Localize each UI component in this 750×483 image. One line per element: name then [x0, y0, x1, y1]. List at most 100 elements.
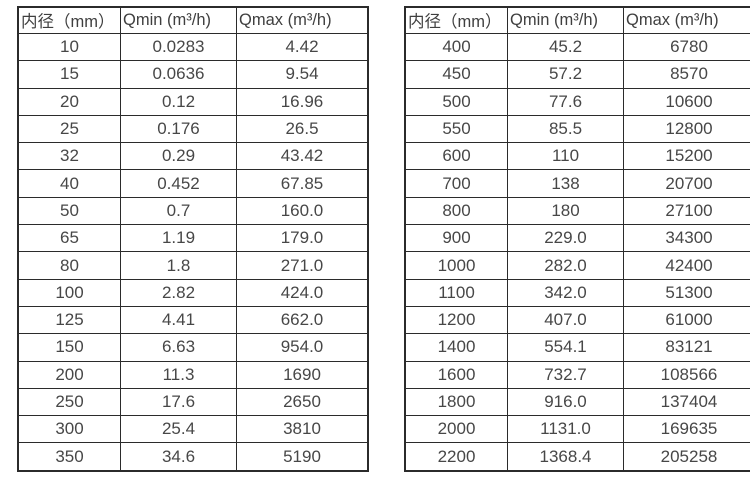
table-row: 1200 407.0 61000	[404, 305, 750, 335]
table-cell: 250	[17, 387, 121, 417]
table-cell: 282.0	[507, 251, 624, 280]
table-cell: 1400	[404, 333, 508, 362]
table-cell: 800	[404, 196, 508, 226]
table-cell: 1.8	[120, 251, 237, 280]
table-cell: 732.7	[507, 360, 624, 389]
table-row: 80 1.8 271.0	[17, 251, 369, 280]
table-cell: 61000	[623, 305, 750, 335]
table-cell: 350	[17, 442, 121, 472]
table-cell: 1800	[404, 387, 508, 417]
table-cell: 57.2	[507, 60, 624, 89]
table-row: 40 0.452 67.85	[17, 169, 369, 198]
table-cell: 954.0	[236, 333, 369, 362]
table-cell: 25.4	[120, 415, 237, 444]
table-cell: 200	[17, 360, 121, 389]
table-cell: 100	[17, 278, 121, 307]
table-cell: 0.7	[120, 196, 237, 226]
table-cell: 20	[17, 87, 121, 116]
table-cell: 1368.4	[507, 442, 624, 472]
table-cell: 51300	[623, 278, 750, 307]
flow-rate-spec-tables: 内径（mm） Qmin (m³/h) Qmax (m³/h) 10 0.0283 4.42…	[17, 6, 750, 472]
table-cell: 12800	[623, 114, 750, 144]
table-cell: 16.96	[236, 87, 369, 116]
table-row: 2200 1368.4 205258	[404, 442, 750, 472]
table-cell: 424.0	[236, 278, 369, 307]
table-row: 20 0.12 16.96	[17, 87, 369, 116]
table-cell: 4.42	[236, 32, 369, 62]
table-cell: 15200	[623, 142, 750, 171]
column-header-0: 内径（mm）	[404, 6, 508, 34]
table-cell: 0.176	[120, 114, 237, 144]
table-row: 50 0.7 160.0	[17, 196, 369, 226]
table-row: 900 229.0 34300	[404, 224, 750, 253]
table-row: 400 45.2 6780	[404, 32, 750, 62]
table-cell: 80	[17, 251, 121, 280]
table-row: 600 110 15200	[404, 142, 750, 171]
table-cell: 110	[507, 142, 624, 171]
table-row: 250 17.6 2650	[17, 387, 369, 417]
table-cell: 180	[507, 196, 624, 226]
table-row: 350 34.6 5190	[17, 442, 369, 472]
table-cell: 4.41	[120, 305, 237, 335]
table-cell: 34300	[623, 224, 750, 253]
table-row: 65 1.19 179.0	[17, 224, 369, 253]
table-cell: 5190	[236, 442, 369, 472]
column-header-0: 内径（mm）	[17, 6, 121, 34]
table-cell: 179.0	[236, 224, 369, 253]
table-cell: 83121	[623, 333, 750, 362]
table-cell: 2650	[236, 387, 369, 417]
table-cell: 10	[17, 32, 121, 62]
table-cell: 42400	[623, 251, 750, 280]
table-cell: 20700	[623, 169, 750, 198]
table-cell: 450	[404, 60, 508, 89]
table-row: 25 0.176 26.5	[17, 114, 369, 144]
table-cell: 550	[404, 114, 508, 144]
table-cell: 43.42	[236, 142, 369, 171]
table-cell: 3810	[236, 415, 369, 444]
table-cell: 0.0636	[120, 60, 237, 89]
table-row: 32 0.29 43.42	[17, 142, 369, 171]
table-row: 300 25.4 3810	[17, 415, 369, 444]
flow-table-dn400-2200: 内径（mm） Qmin (m³/h) Qmax (m³/h) 400 45.2 6780 4…	[404, 6, 750, 472]
table-cell: 11.3	[120, 360, 237, 389]
table-cell: 300	[17, 415, 121, 444]
table-cell: 407.0	[507, 305, 624, 335]
table-cell: 65	[17, 224, 121, 253]
flow-table-dn10-350: 内径（mm） Qmin (m³/h) Qmax (m³/h) 10 0.0283 4.42…	[17, 6, 369, 472]
table-cell: 700	[404, 169, 508, 198]
table-cell: 1.19	[120, 224, 237, 253]
table-row: 125 4.41 662.0	[17, 305, 369, 335]
table-cell: 9.54	[236, 60, 369, 89]
table-cell: 169635	[623, 415, 750, 444]
table-row: 550 85.5 12800	[404, 114, 750, 144]
table-cell: 160.0	[236, 196, 369, 226]
table-cell: 229.0	[507, 224, 624, 253]
table-cell: 32	[17, 142, 121, 171]
table-cell: 8570	[623, 60, 750, 89]
table-cell: 0.29	[120, 142, 237, 171]
table-cell: 150	[17, 333, 121, 362]
table-cell: 10600	[623, 87, 750, 116]
table-cell: 600	[404, 142, 508, 171]
table-cell: 662.0	[236, 305, 369, 335]
table-cell: 15	[17, 60, 121, 89]
column-header-1: Qmin (m³/h)	[507, 6, 624, 34]
table-cell: 554.1	[507, 333, 624, 362]
table-cell: 85.5	[507, 114, 624, 144]
column-header-2: Qmax (m³/h)	[623, 6, 750, 34]
table-cell: 137404	[623, 387, 750, 417]
table-cell: 6.63	[120, 333, 237, 362]
table-cell: 2000	[404, 415, 508, 444]
table-cell: 205258	[623, 442, 750, 472]
table-row: 1100 342.0 51300	[404, 278, 750, 307]
table-cell: 45.2	[507, 32, 624, 62]
table-row: 10 0.0283 4.42	[17, 32, 369, 62]
table-row: 1000 282.0 42400	[404, 251, 750, 280]
column-header-2: Qmax (m³/h)	[236, 6, 369, 34]
table-cell: 108566	[623, 360, 750, 389]
table-cell: 400	[404, 32, 508, 62]
table-cell: 26.5	[236, 114, 369, 144]
table-row: 200 11.3 1690	[17, 360, 369, 389]
table-cell: 1200	[404, 305, 508, 335]
table-row: 15 0.0636 9.54	[17, 60, 369, 89]
